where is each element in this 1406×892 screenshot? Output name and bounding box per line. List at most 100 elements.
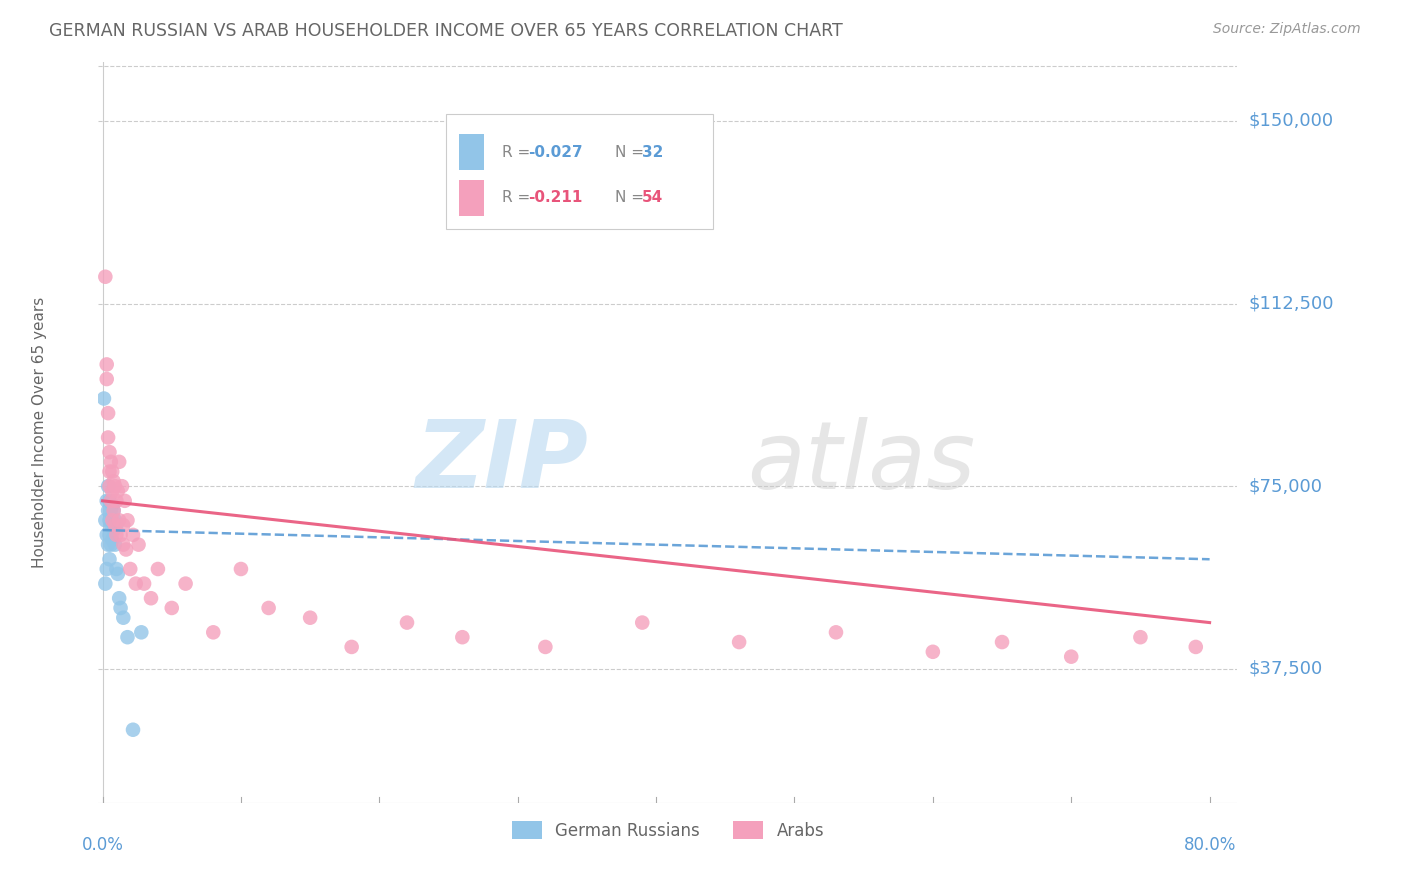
- Point: [229, 562, 252, 576]
- Text: N =: N =: [616, 190, 650, 205]
- Point: [96, 358, 118, 372]
- Text: N =: N =: [616, 145, 650, 160]
- Legend: German Russians, Arabs: German Russians, Arabs: [505, 814, 831, 847]
- Text: 80.0%: 80.0%: [1184, 836, 1236, 855]
- Text: ZIP: ZIP: [415, 417, 588, 508]
- Point: [100, 493, 122, 508]
- Point: [202, 625, 225, 640]
- Point: [100, 503, 122, 517]
- Point: [340, 640, 363, 654]
- Point: [114, 493, 136, 508]
- Point: [100, 518, 122, 533]
- Point: [94, 576, 117, 591]
- Point: [122, 528, 145, 542]
- Text: 32: 32: [641, 145, 664, 160]
- Point: [395, 615, 418, 630]
- Point: [94, 513, 117, 527]
- Point: [97, 430, 120, 444]
- Point: [105, 493, 128, 508]
- Point: [921, 645, 943, 659]
- Point: [107, 484, 129, 499]
- FancyBboxPatch shape: [446, 114, 713, 229]
- Point: [101, 465, 124, 479]
- Point: [96, 493, 118, 508]
- Point: [97, 406, 120, 420]
- Point: [98, 479, 121, 493]
- Point: [104, 513, 127, 527]
- Point: [1060, 649, 1083, 664]
- Point: [104, 479, 127, 493]
- Point: [1184, 640, 1206, 654]
- Point: [97, 479, 120, 493]
- Text: R =: R =: [502, 190, 534, 205]
- Point: [110, 528, 132, 542]
- Point: [98, 552, 121, 566]
- Point: [117, 630, 139, 644]
- Point: [631, 615, 654, 630]
- Point: [299, 610, 322, 624]
- Point: [98, 528, 121, 542]
- Point: [125, 576, 148, 591]
- Text: atlas: atlas: [748, 417, 976, 508]
- Point: [108, 455, 131, 469]
- Text: Source: ZipAtlas.com: Source: ZipAtlas.com: [1213, 22, 1361, 37]
- Point: [128, 538, 150, 552]
- Point: [131, 625, 153, 640]
- Point: [101, 513, 124, 527]
- Text: $37,500: $37,500: [1249, 660, 1323, 678]
- Point: [104, 518, 127, 533]
- Text: 54: 54: [641, 190, 662, 205]
- Text: $112,500: $112,500: [1249, 294, 1334, 312]
- Point: [112, 538, 135, 552]
- Point: [534, 640, 557, 654]
- Point: [107, 566, 129, 581]
- Point: [108, 513, 131, 527]
- Point: [100, 455, 122, 469]
- Point: [105, 528, 128, 542]
- Text: $150,000: $150,000: [1249, 112, 1333, 130]
- Point: [101, 513, 124, 527]
- Point: [728, 635, 751, 649]
- Point: [103, 503, 125, 517]
- Point: [103, 475, 125, 489]
- Point: [105, 518, 128, 533]
- Point: [115, 542, 138, 557]
- Point: [105, 562, 128, 576]
- Point: [1129, 630, 1152, 644]
- Point: [98, 445, 121, 459]
- Point: [146, 562, 169, 576]
- Point: [101, 499, 124, 513]
- Point: [101, 484, 124, 499]
- Point: [96, 528, 118, 542]
- Point: [103, 523, 125, 537]
- Point: [94, 269, 117, 284]
- Text: GERMAN RUSSIAN VS ARAB HOUSEHOLDER INCOME OVER 65 YEARS CORRELATION CHART: GERMAN RUSSIAN VS ARAB HOUSEHOLDER INCOM…: [49, 22, 844, 40]
- Point: [98, 465, 121, 479]
- Point: [132, 576, 155, 591]
- Point: [122, 723, 145, 737]
- Point: [257, 601, 280, 615]
- Point: [93, 392, 115, 406]
- Point: [103, 503, 125, 517]
- Point: [100, 538, 122, 552]
- Point: [120, 562, 142, 576]
- Point: [96, 562, 118, 576]
- Text: -0.027: -0.027: [527, 145, 582, 160]
- Point: [108, 591, 131, 606]
- Point: [117, 513, 139, 527]
- Point: [451, 630, 474, 644]
- Point: [96, 372, 118, 386]
- Point: [110, 601, 132, 615]
- Text: Householder Income Over 65 years: Householder Income Over 65 years: [32, 297, 46, 568]
- Point: [112, 518, 135, 533]
- Point: [112, 610, 135, 624]
- FancyBboxPatch shape: [460, 180, 485, 216]
- Point: [139, 591, 162, 606]
- Text: -0.211: -0.211: [527, 190, 582, 205]
- Point: [97, 503, 120, 517]
- Point: [825, 625, 848, 640]
- Point: [98, 493, 121, 508]
- Point: [104, 538, 127, 552]
- Point: [98, 513, 121, 527]
- Text: R =: R =: [502, 145, 534, 160]
